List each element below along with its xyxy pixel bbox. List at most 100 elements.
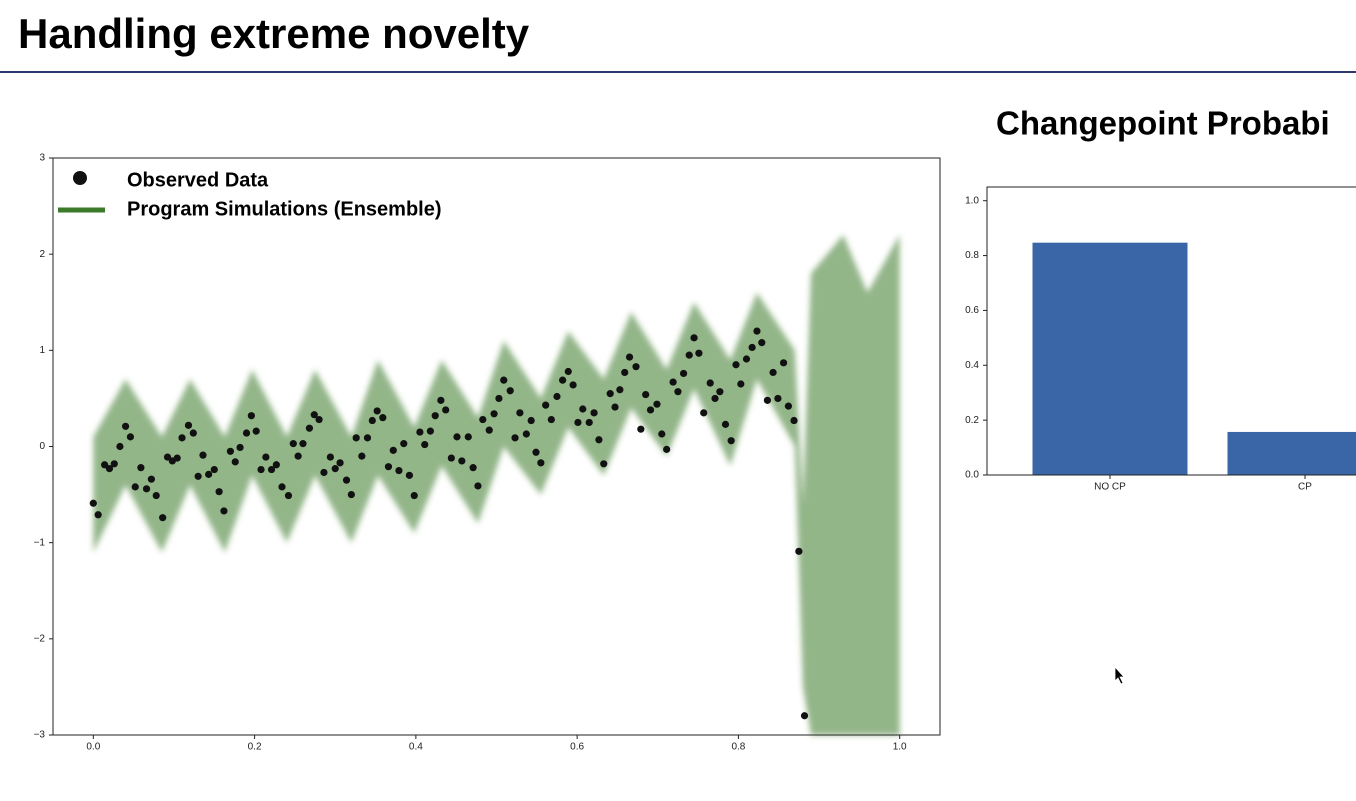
observed-point [358, 452, 366, 460]
observed-point [284, 491, 293, 500]
observed-point [795, 547, 803, 555]
observed-point [347, 490, 355, 499]
ensemble-band [93, 234, 900, 735]
observed-point [779, 359, 788, 367]
observed-point [527, 416, 535, 425]
bar [1032, 242, 1188, 475]
observed-point [199, 451, 207, 459]
y-tick-label: −3 [34, 730, 46, 741]
observed-point [252, 427, 260, 435]
legend-label: Observed Data [127, 169, 269, 191]
observed-point [236, 443, 244, 452]
observed-point [674, 388, 682, 396]
observed-point [553, 392, 561, 401]
observed-point [421, 440, 429, 449]
observed-point [210, 465, 218, 474]
observed-point [559, 376, 567, 384]
observed-point [184, 421, 193, 429]
observed-point [437, 396, 445, 404]
observed-point [753, 327, 761, 335]
observed-point [299, 440, 307, 448]
observed-point [522, 430, 530, 438]
x-tick-label: CP [1298, 482, 1312, 493]
observed-point [669, 378, 677, 386]
observed-point [732, 361, 740, 369]
observed-point [163, 453, 172, 461]
observed-point [247, 412, 255, 420]
observed-point [716, 388, 724, 396]
observed-point [500, 376, 508, 384]
observed-point [363, 434, 372, 442]
observed-point [479, 415, 487, 424]
observed-point [706, 379, 714, 387]
observed-point [579, 405, 587, 413]
observed-point [159, 514, 167, 522]
y-tick-label: 0.2 [965, 415, 979, 426]
x-tick-label: NO CP [1094, 482, 1126, 493]
observed-point [431, 412, 439, 420]
observed-point [464, 433, 472, 441]
observed-point [700, 409, 708, 417]
observed-point [400, 440, 408, 448]
observed-point [685, 351, 693, 359]
observed-point [516, 409, 524, 417]
x-tick-label: 0.4 [409, 742, 423, 753]
observed-point [267, 465, 276, 474]
observed-point [742, 355, 751, 363]
observed-point [474, 482, 482, 490]
y-tick-label: 0.6 [965, 305, 979, 316]
observed-point [142, 485, 151, 493]
observed-point [336, 459, 344, 467]
observed-point [426, 427, 434, 435]
observed-point [326, 453, 334, 461]
y-tick-label: −1 [34, 537, 46, 548]
observed-point [116, 442, 124, 451]
observed-point [663, 445, 671, 453]
observed-point [126, 433, 135, 441]
x-tick-label: 0.6 [570, 742, 584, 753]
observed-point [758, 339, 766, 347]
observed-point [194, 472, 202, 480]
observed-point [769, 368, 777, 377]
observed-point [289, 440, 297, 448]
observed-point [595, 436, 603, 444]
observed-point [774, 394, 782, 403]
observed-point [737, 380, 745, 388]
observed-point [262, 453, 270, 461]
observed-point [564, 367, 572, 376]
chart-title: Changepoint Probabi [996, 105, 1330, 142]
observed-point [152, 491, 160, 500]
observed-point [231, 458, 239, 466]
observed-point [485, 426, 493, 434]
observed-point [616, 386, 624, 394]
observed-point [653, 400, 661, 408]
observed-point [310, 411, 318, 419]
observed-point [105, 465, 114, 473]
observed-point [147, 475, 155, 483]
observed-point [226, 447, 234, 455]
observed-point [242, 429, 251, 437]
observed-point [632, 363, 640, 371]
observed-point [642, 390, 650, 399]
y-tick-label: −2 [34, 633, 46, 644]
y-tick-label: 2 [39, 249, 45, 260]
observed-point [721, 420, 730, 428]
observed-point [342, 476, 351, 484]
bar [1227, 431, 1356, 475]
observed-point [679, 369, 688, 378]
observed-point [800, 712, 809, 720]
observed-point [490, 410, 498, 418]
observed-point [453, 433, 461, 441]
legend-label: Program Simulations (Ensemble) [127, 198, 442, 220]
observed-point [727, 437, 735, 445]
observed-point [384, 463, 393, 471]
mouse-cursor [1114, 665, 1125, 685]
slide-title: Handling extreme novelty [18, 10, 530, 57]
observed-point [410, 491, 418, 500]
observed-point [695, 349, 703, 357]
observed-point [658, 430, 666, 438]
observed-point [469, 464, 477, 472]
observed-point [611, 403, 619, 411]
